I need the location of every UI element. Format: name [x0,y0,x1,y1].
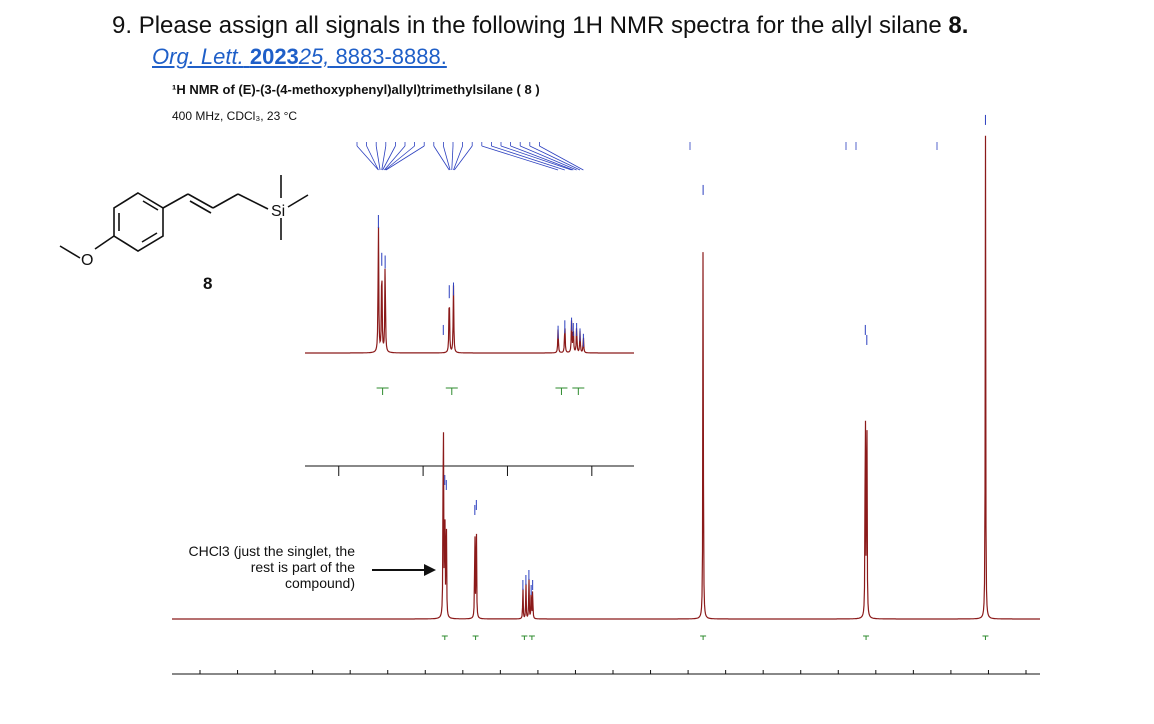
inset-spectrum-trace [305,226,634,354]
spectrum-title: ¹H NMR of (E)-(3-(4-methoxyphenyl)allyl)… [172,82,540,97]
peak-label-leader [443,145,451,171]
peak-label-leader [451,145,454,171]
peak-label-leader [481,145,559,171]
peak-label-leader [375,145,381,171]
inset-spectrum [305,215,634,476]
chcl3-annotation: CHCl3 (just the singlet, the rest is par… [150,543,355,591]
benzene-ring [113,192,164,252]
aromatic-double-bond [142,200,159,211]
peak-label-leader [381,145,387,171]
integral [521,635,528,640]
citation-volume: 25, [298,44,330,69]
annotation-line: CHCl3 (just the singlet, the [188,543,355,559]
oxygen-atom-label: O [81,252,93,269]
peak-label-leader [491,145,565,171]
peak-label-leader [383,145,406,171]
question-title: 9. Please assign all signals in the foll… [112,12,968,40]
aromatic-double-bond [141,232,158,243]
bond [187,193,214,209]
peak-label-leader [356,145,379,171]
peak-label-leader [453,145,473,171]
alkene-double-bond [189,200,212,214]
question-number: 9. [112,12,133,39]
integral [376,387,389,395]
integral [572,387,585,395]
question-text: Please assign all signals in the followi… [138,12,942,39]
compound-reference: 8. [948,12,969,39]
annotation-line: rest is part of the [250,559,355,575]
integral [445,387,458,395]
bond [162,193,189,209]
acquisition-conditions: 400 MHz, CDCl₃, 23 °C [172,109,298,123]
si-methyl-bond [287,194,309,208]
peak-label-leader [382,145,396,171]
compound-number: 8 [203,274,213,293]
integral [863,635,870,640]
peak-label-leader [366,145,379,171]
integral [528,635,535,640]
methoxy-bond [59,245,81,259]
integral [700,635,707,640]
annotation-line: compound) [284,575,355,591]
main-spectrum [172,114,1040,675]
silicon-atom-label: Si [271,203,285,220]
integral [472,635,479,640]
peak-label-group [356,142,938,171]
citation-link[interactable]: Org. Lett. 202325, 8883-8888. [152,44,447,70]
bond [94,235,115,250]
peak-label-leader [433,145,450,171]
peak-label-leader [529,145,581,171]
citation-pages: 8883-8888. [335,44,447,69]
peak-label-leader [500,145,572,171]
bond [212,193,239,209]
chcl3-arrow [372,564,436,576]
peak-label-leader [539,145,584,171]
main-spectrum-trace [172,135,1040,620]
citation-journal: Org. Lett. [152,44,244,69]
peak-label-leader [520,145,577,171]
integral [982,635,989,640]
bond [237,193,269,210]
peak-label-leader [384,145,415,171]
peak-label-leader [510,145,574,171]
peak-label-leader [385,145,425,171]
citation-year: 2023 [249,44,299,69]
integral [555,387,568,395]
integral [441,635,448,640]
chemical-structure [59,175,309,259]
peak-label-leader [453,145,463,171]
